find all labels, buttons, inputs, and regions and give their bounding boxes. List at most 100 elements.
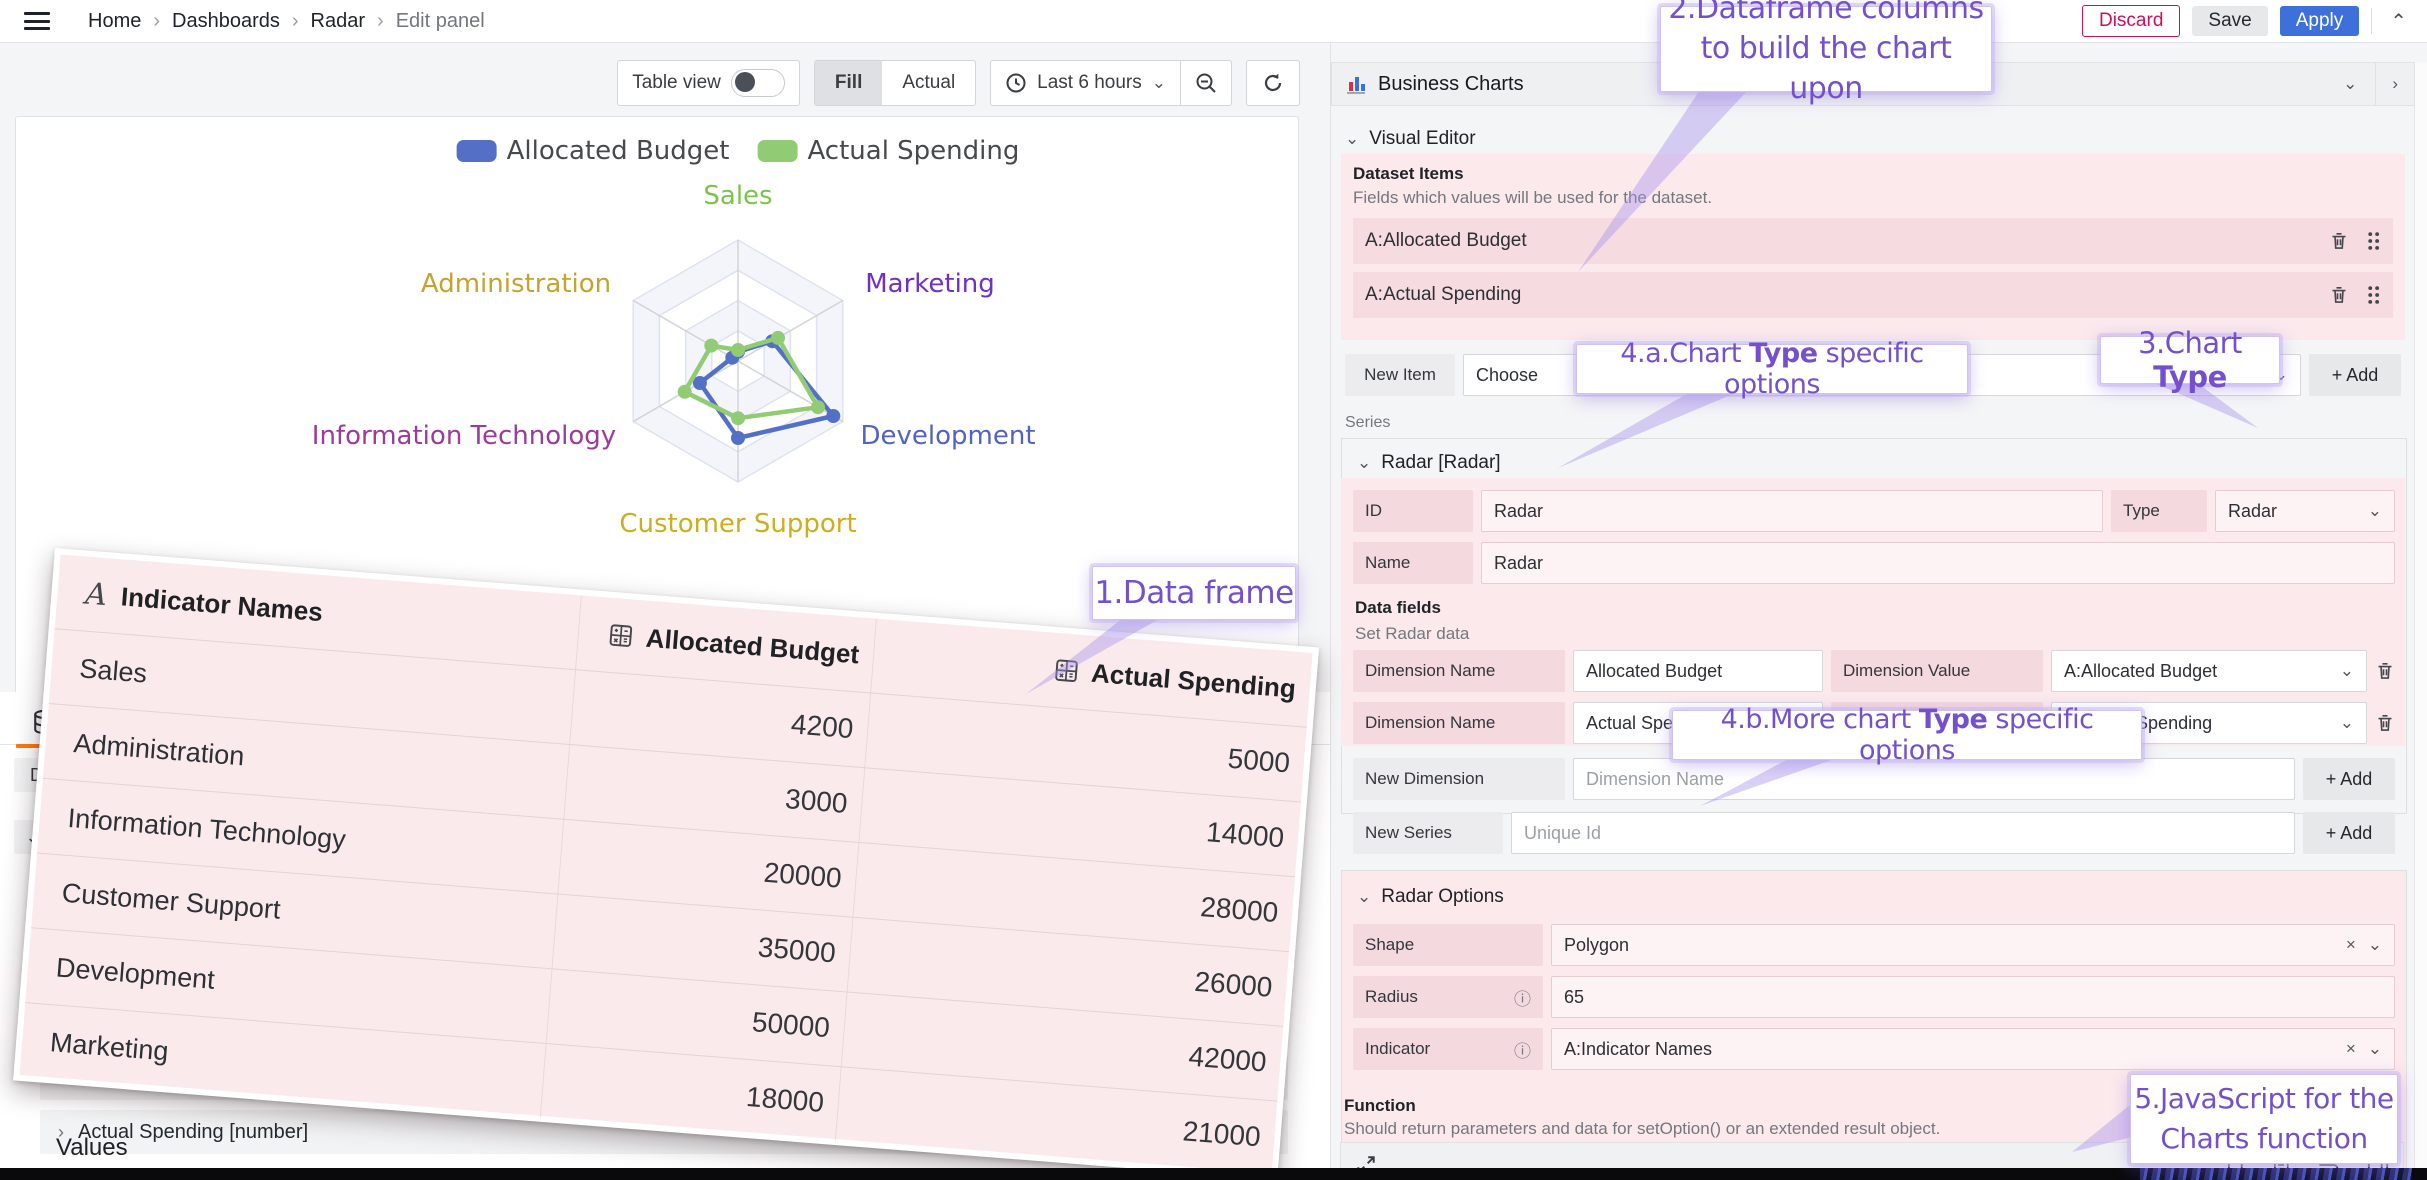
series-group-header[interactable]: ⌄ Radar [Radar] <box>1357 452 1501 473</box>
dimension-value-select[interactable]: A:Allocated Budget ⌄ <box>2051 650 2367 692</box>
fill-mode-button[interactable]: Fill <box>814 61 883 105</box>
expand-editor-icon[interactable] <box>1355 1154 1377 1176</box>
series-name-row: Name <box>1353 542 2395 584</box>
refresh-icon <box>1264 73 1282 92</box>
drag-handle-icon[interactable] <box>2365 230 2381 252</box>
time-controls: Last 6 hours ⌄ <box>990 60 1232 106</box>
radius-label: Radius ⓘ <box>1353 976 1543 1018</box>
breadcrumb: Home › Dashboards › Radar › Edit panel <box>88 10 485 33</box>
new-item-label: New Item <box>1345 354 1455 396</box>
data-fields-subtitle: Set Radar data <box>1355 624 1470 643</box>
add-item-button[interactable]: + Add <box>2309 354 2401 396</box>
dataset-item[interactable]: A:Actual Spending <box>1353 272 2393 318</box>
new-series-row: New Series + Add <box>1353 812 2395 854</box>
refresh-button[interactable] <box>1246 60 1300 106</box>
series-id-input[interactable] <box>1481 490 2103 532</box>
breadcrumb-edit-panel: Edit panel <box>395 9 485 32</box>
drag-handle-icon[interactable] <box>2365 284 2381 306</box>
new-dimension-row: New Dimension + Add <box>1353 758 2395 800</box>
new-series-label: New Series <box>1353 812 1503 854</box>
radar-axis-label: Marketing <box>865 269 995 299</box>
radar-axis-label: Administration <box>420 269 612 299</box>
number-field-icon <box>609 624 633 647</box>
bottom-strip <box>0 1168 2427 1180</box>
breadcrumb-radar[interactable]: Radar <box>310 9 366 32</box>
radar-axis-label: Sales <box>703 181 773 211</box>
indicator-select[interactable]: A:Indicator Names × ⌄ <box>1551 1028 2395 1070</box>
series-group-title: Radar [Radar] <box>1381 452 1501 473</box>
legend-swatch-blue <box>456 140 497 162</box>
series-name-input[interactable] <box>1481 542 2395 584</box>
radius-row: Radius ⓘ <box>1353 976 2395 1018</box>
visual-editor-section[interactable]: ⌄ Visual Editor <box>1345 128 1476 149</box>
annotation-data-frame: 1.Data frame <box>1092 566 1296 620</box>
column-header: Actual Spending <box>1090 657 1297 704</box>
new-dimension-input[interactable] <box>1573 758 2295 800</box>
add-dimension-button[interactable]: + Add <box>2303 758 2395 800</box>
info-icon[interactable]: ⓘ <box>1514 1041 1531 1061</box>
breadcrumb-dashboards[interactable]: Dashboards <box>172 9 280 32</box>
visual-editor-label: Visual Editor <box>1369 128 1476 149</box>
chevron-down-icon: ⌄ <box>2339 713 2354 732</box>
breadcrumb-home[interactable]: Home <box>88 9 142 32</box>
discard-button[interactable]: Discard <box>2081 5 2181 37</box>
delete-dimension-icon[interactable] <box>2375 661 2395 681</box>
top-nav: Home › Dashboards › Radar › Edit panel D… <box>0 0 2427 43</box>
new-item-value: Choose <box>1476 364 1539 385</box>
clear-icon[interactable]: × <box>2345 935 2356 954</box>
dataframe-table: A Indicator Names Allocated Budget <box>13 548 1320 1180</box>
chevron-down-icon: ⌄ <box>1151 73 1166 92</box>
collapse-sidebar-icon[interactable]: › <box>2392 74 2398 93</box>
radar-options-title: Radar Options <box>1381 886 1504 907</box>
series-type-select[interactable]: Radar ⌄ <box>2215 490 2395 532</box>
legend-item-allocated-budget[interactable]: Allocated Budget <box>456 136 729 166</box>
display-mode-segmented: Fill Actual <box>813 60 977 106</box>
annotation-more-chart-type-options: 4.b.More chart Type specific options <box>1672 704 2142 766</box>
dimension-name-label: Dimension Name <box>1353 702 1565 744</box>
info-icon[interactable]: ⓘ <box>1514 989 1531 1009</box>
delete-item-icon[interactable] <box>2329 231 2349 251</box>
add-series-button[interactable]: + Add <box>2303 812 2395 854</box>
time-range-label: Last 6 hours <box>1037 72 1142 93</box>
dimension-row: Dimension Name Dimension Value A:Allocat… <box>1353 650 2395 692</box>
delete-dimension-icon[interactable] <box>2375 713 2395 733</box>
radar-axis-label: Information Technology <box>311 421 617 451</box>
delete-item-icon[interactable] <box>2329 285 2349 305</box>
business-charts-icon <box>1347 77 1365 94</box>
column-header: Allocated Budget <box>644 622 861 669</box>
plugin-options-chevron-icon[interactable]: ⌄ <box>2343 74 2358 93</box>
indicator-row: Indicator ⓘ A:Indicator Names × ⌄ <box>1353 1028 2395 1070</box>
chevron-down-icon: ⌄ <box>2367 935 2382 954</box>
collapse-topbar-icon[interactable]: ⌃ <box>2390 10 2407 33</box>
id-label: ID <box>1353 490 1473 532</box>
legend-item-actual-spending[interactable]: Actual Spending <box>757 136 1019 166</box>
table-view-toggle[interactable] <box>730 69 785 97</box>
clear-icon[interactable]: × <box>2345 1039 2356 1058</box>
chevron-right-icon: › <box>58 1121 64 1142</box>
indicator-value: A:Indicator Names <box>1564 1038 1713 1059</box>
clock-icon <box>1006 73 1026 93</box>
radar-axis-label: Customer Support <box>619 509 857 539</box>
dimension-name-input[interactable] <box>1573 650 1823 692</box>
dataset-items-description: Fields which values will be used for the… <box>1353 188 1713 207</box>
sidebar-scrollbar[interactable] <box>2414 62 2427 1168</box>
zoom-out-time-button[interactable] <box>1181 61 1231 105</box>
shape-row: Shape Polygon × ⌄ <box>1353 924 2395 966</box>
divider <box>2371 8 2373 34</box>
radar-options-header[interactable]: ⌄ Radar Options <box>1357 886 1504 907</box>
time-range-picker[interactable]: Last 6 hours ⌄ <box>991 72 1180 94</box>
radar-chart <box>632 239 844 483</box>
actual-mode-button[interactable]: Actual <box>902 72 956 93</box>
function-description: Should return parameters and data for se… <box>1344 1119 1941 1138</box>
hamburger-menu-icon[interactable] <box>24 12 50 30</box>
apply-button[interactable]: Apply <box>2279 6 2360 36</box>
save-button[interactable]: Save <box>2192 6 2268 36</box>
string-field-icon: A <box>84 576 109 613</box>
new-series-input[interactable] <box>1511 812 2295 854</box>
dimension-name-label: Dimension Name <box>1353 650 1565 692</box>
values-section-title[interactable]: Values <box>56 1134 128 1161</box>
radius-input[interactable] <box>1551 976 2395 1018</box>
shape-select[interactable]: Polygon × ⌄ <box>1551 924 2395 966</box>
dataset-item[interactable]: A:Allocated Budget <box>1353 218 2393 264</box>
